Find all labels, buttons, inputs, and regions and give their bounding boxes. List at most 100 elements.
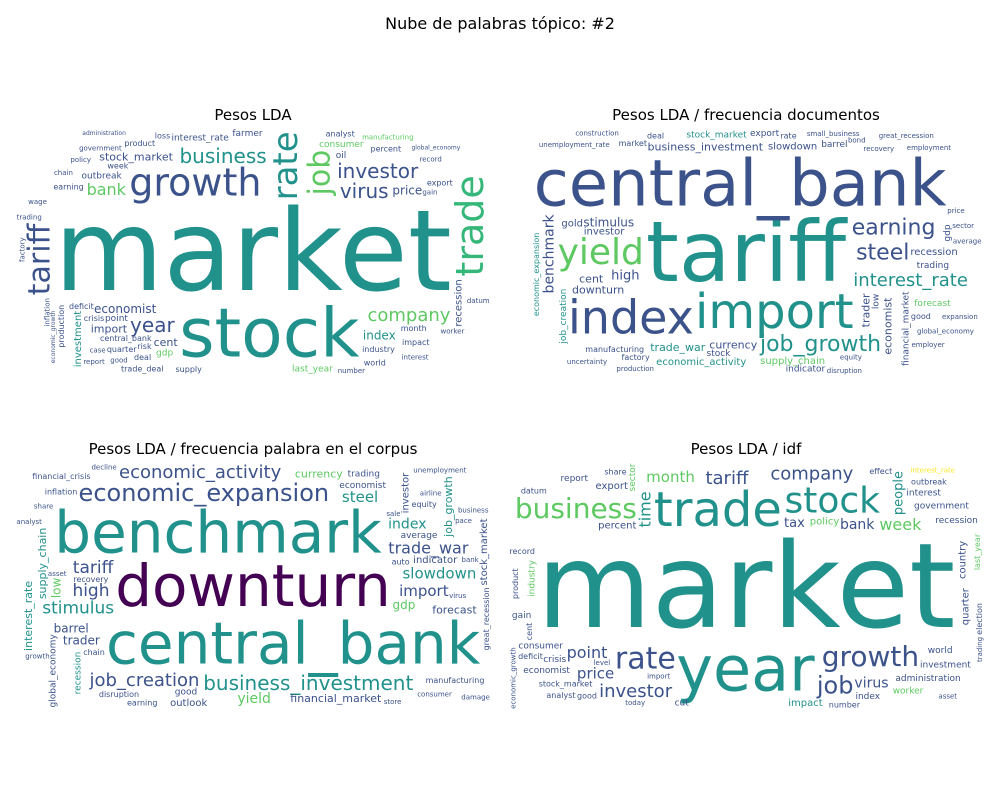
cloud-word: bank: [840, 517, 875, 533]
cloud-word: impact: [402, 338, 430, 347]
cloud-word: deal: [134, 353, 151, 362]
cloud-word: export: [596, 481, 628, 492]
cloud-word: rate: [266, 131, 306, 200]
cloud-word: cent: [525, 623, 534, 641]
cloud-word: investor: [584, 227, 625, 238]
cloud-word: index: [855, 692, 880, 702]
cloud-word: steel: [342, 488, 378, 506]
cloud-word: bank: [462, 556, 480, 564]
cloud-word: economic_activity: [656, 357, 746, 368]
cloud-word: deal: [647, 132, 664, 141]
cloud-word: crisis: [84, 314, 104, 323]
cloud-word: financial_market: [902, 291, 912, 366]
cloud-word: high: [611, 268, 639, 283]
cloud-word: good: [577, 692, 597, 701]
cloud-word: trading: [17, 213, 42, 221]
cloud-word: business_investment: [648, 140, 764, 153]
cloud-word: production: [616, 365, 654, 373]
cloud-word: election: [975, 603, 984, 635]
cloud-word: interest_rate: [171, 133, 229, 143]
cloud-word: stock_market: [99, 151, 173, 164]
cloud-word: report: [83, 358, 105, 366]
cloud-word: factory: [18, 237, 26, 262]
cloud-word: construction: [575, 130, 619, 138]
cloud-word: trade: [654, 482, 782, 538]
cloud-word: gain: [422, 189, 437, 197]
cloud-word: great_recession: [482, 587, 491, 650]
cloud-word: import: [399, 582, 449, 600]
cloud-word: consumer: [319, 140, 364, 150]
cloud-word: investor: [401, 472, 412, 513]
cloud-word: today: [625, 699, 645, 707]
cloud-word: slowdown: [402, 564, 476, 582]
cloud-word: interest_rate: [911, 466, 956, 474]
cloud-word: stock: [179, 295, 360, 374]
cloud-word: analyst: [326, 129, 355, 138]
cloud-word: import: [695, 284, 853, 340]
cloud-word: growth: [129, 161, 261, 205]
cloud-word: auto: [392, 558, 410, 567]
cloud-word: datum: [521, 486, 547, 495]
cloud-word: job_creation: [88, 670, 199, 691]
cloud-word: price: [577, 664, 614, 682]
cloud-word: central_bank: [100, 334, 152, 343]
wordcloud-canvas: market stock growth trade rate tariff job virus…: [15, 128, 491, 376]
cloud-word: gold: [561, 219, 583, 230]
cloud-word: earning: [852, 216, 936, 241]
cloud-word: investor: [337, 159, 419, 183]
cloud-word: datum: [467, 297, 490, 305]
cloud-word: price: [947, 207, 964, 215]
cloud-word: sale: [386, 510, 400, 518]
cloud-word: supply: [176, 365, 203, 374]
cloud-word: disruption: [99, 690, 139, 699]
cloud-word: gdp: [393, 598, 416, 612]
cloud-word: global_economy: [412, 145, 461, 152]
cloud-word: index: [388, 517, 426, 533]
cloud-word: tariff: [646, 203, 848, 301]
cloud-word: benchmark: [54, 499, 382, 567]
cloud-word: sector: [628, 463, 638, 491]
cloud-word: tariff: [22, 222, 57, 295]
cloud-word: downturn: [572, 283, 624, 296]
cloud-word: gdp: [943, 224, 953, 241]
cloud-word: global_economy: [917, 327, 974, 335]
cloud-word: global_economy: [49, 634, 59, 708]
cloud-word: last_year: [292, 365, 333, 375]
cloud-word: expansion: [942, 313, 978, 321]
cloud-word: effect: [869, 467, 892, 476]
cloud-word: inflation: [44, 298, 52, 327]
panel-title: Pesos LDA / idf: [690, 440, 802, 458]
cloud-word: virus: [449, 592, 466, 600]
cloud-word: economic_expansion: [532, 233, 541, 317]
cloud-word: asset: [938, 692, 957, 700]
cloud-word: small_business: [807, 130, 860, 138]
cloud-word: economic_activity: [119, 462, 282, 483]
cloud-word: barrel: [821, 140, 847, 150]
cloud-word: trading: [348, 470, 380, 480]
cloud-word: barrel: [54, 621, 89, 635]
cloud-word: level: [594, 659, 611, 667]
cloud-word: pace: [455, 517, 472, 525]
panel-title: Pesos LDA / frecuencia palabra en el cor…: [88, 440, 418, 458]
cloud-word: uncertainty: [567, 358, 607, 366]
cloud-word: rate: [615, 642, 676, 677]
wordcloud-panel-frecuencia-documentos: Pesos LDA / frecuencia documentos tariff…: [508, 106, 984, 376]
cloud-word: administration: [82, 130, 126, 137]
cloud-word: yield: [237, 691, 271, 707]
cloud-word: analyst: [16, 518, 42, 526]
cloud-word: stock_market: [686, 130, 747, 140]
cloud-word: manufacturing: [585, 345, 644, 354]
cloud-word: sector: [952, 222, 974, 230]
cloud-word: economic_expansion: [79, 479, 330, 507]
cloud-word: steel: [856, 241, 909, 266]
cloud-word: trader: [63, 634, 100, 648]
cloud-word: bond: [848, 137, 866, 145]
cloud-word: interest: [906, 488, 941, 498]
cloud-word: employment: [907, 144, 952, 152]
cloud-word: unemployment_rate: [539, 141, 610, 149]
cloud-word: gain: [512, 611, 531, 621]
cloud-word: quarter: [107, 345, 137, 354]
cloud-word: year: [676, 632, 815, 705]
cloud-word: deficit: [69, 302, 94, 311]
